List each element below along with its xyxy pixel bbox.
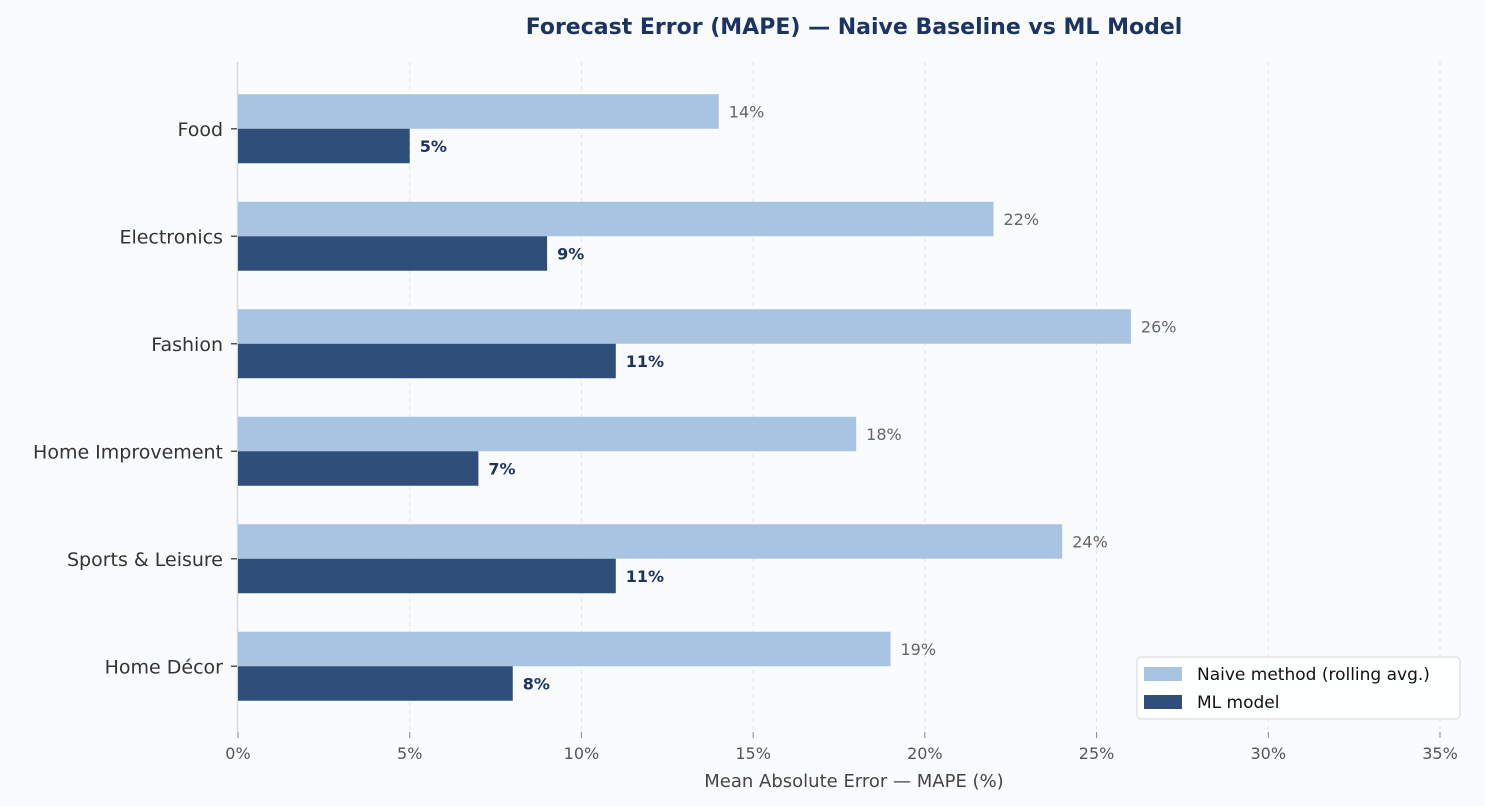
data-label-naive: 22% — [1004, 210, 1040, 229]
data-label-ml: 7% — [488, 460, 515, 479]
bar-ml — [238, 343, 616, 379]
x-tick-label: 10% — [564, 744, 600, 763]
bar-ml — [238, 236, 548, 271]
bar-naive — [238, 94, 719, 129]
bar-naive — [238, 524, 1063, 559]
x-tick-label: 5% — [397, 744, 422, 763]
grid-lines — [409, 62, 1441, 732]
bar-ml — [238, 128, 410, 164]
data-label-naive: 19% — [901, 640, 937, 659]
legend-entry: ML model — [1197, 693, 1279, 713]
data-label-naive: 26% — [1141, 318, 1177, 337]
legend-entry: Naive method (rolling avg.) — [1197, 665, 1430, 685]
category-label: Electronics — [119, 226, 223, 248]
x-tick-label: 0% — [225, 744, 250, 763]
bar-naive — [238, 631, 891, 667]
bar-ml — [238, 558, 616, 594]
data-label-ml: 11% — [626, 567, 664, 586]
data-label-ml: 5% — [420, 137, 447, 156]
data-label-naive: 24% — [1072, 533, 1108, 552]
bar-ml — [238, 451, 479, 486]
legend-box — [1136, 656, 1461, 720]
legend-swatch — [1144, 695, 1182, 709]
category-label: Home Improvement — [33, 441, 223, 463]
category-label: Sports & Leisure — [67, 549, 223, 571]
bar-naive — [238, 309, 1131, 344]
data-label-naive: 18% — [866, 425, 902, 444]
bars-group: 14% 5% 22% 9% 26% 11% 18% 7% 24% 11% 19% 8% — [238, 94, 1176, 701]
category-label: Home Décor — [105, 656, 224, 678]
bar-naive — [238, 201, 994, 237]
x-axis-label: Mean Absolute Error — MAPE (%) — [704, 771, 1003, 792]
data-label-ml: 9% — [557, 245, 584, 264]
legend-swatch — [1144, 667, 1182, 681]
bar-ml — [238, 666, 513, 701]
data-label-naive: 14% — [729, 103, 765, 122]
bar-naive — [238, 416, 857, 452]
x-tick-label: 15% — [735, 744, 771, 763]
category-label: Fashion — [151, 334, 223, 356]
data-label-ml: 11% — [626, 352, 664, 371]
x-tick-label: 30% — [1251, 744, 1287, 763]
data-label-ml: 8% — [523, 675, 550, 694]
x-tick-label: 20% — [907, 744, 943, 763]
category-axis: Food Electronics Fashion Home Improvement Sp… — [33, 119, 237, 678]
chart-title: Forecast Error (MAPE) — Naive Baseline v… — [526, 15, 1183, 40]
value-axis: 0% 5% 10% 15% 20% 25% 30% 35% — [225, 732, 1458, 763]
x-tick-label: 25% — [1079, 744, 1115, 763]
category-label: Food — [177, 119, 223, 141]
legend: Naive method (rolling avg.) ML model — [1136, 656, 1461, 720]
x-tick-label: 35% — [1422, 744, 1458, 763]
